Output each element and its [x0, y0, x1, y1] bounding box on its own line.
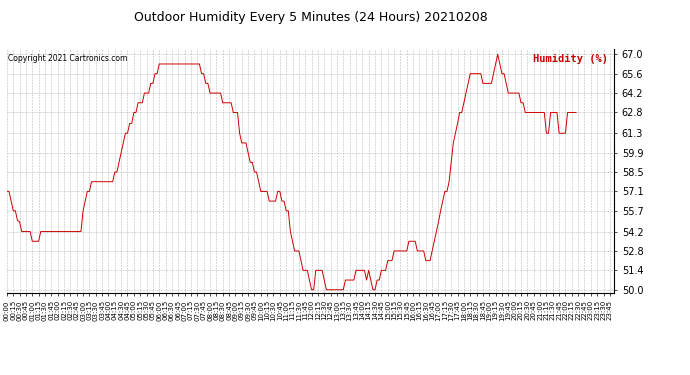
Text: Humidity (%): Humidity (%)	[533, 54, 608, 64]
Text: Copyright 2021 Cartronics.com: Copyright 2021 Cartronics.com	[8, 54, 128, 63]
Text: Outdoor Humidity Every 5 Minutes (24 Hours) 20210208: Outdoor Humidity Every 5 Minutes (24 Hou…	[134, 11, 487, 24]
